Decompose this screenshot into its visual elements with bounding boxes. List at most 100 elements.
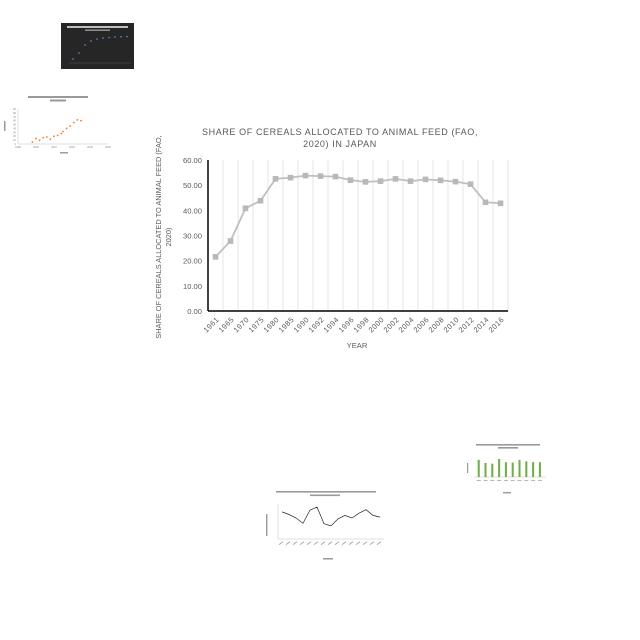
x-tick-label: 1961 [202, 315, 221, 334]
line-chart-x-tick [376, 541, 382, 545]
y-tick-label: 60.00 [183, 156, 202, 165]
scatter-y-tick: 40 [13, 126, 16, 130]
bar [518, 459, 521, 477]
thumbnail-dark-chart [61, 23, 134, 69]
line-chart-y-label [266, 514, 268, 536]
scatter-x-tick: 2020 [69, 145, 75, 149]
bar [504, 462, 507, 477]
dark-chart-title [67, 26, 128, 28]
scatter-y-tick: 30 [13, 130, 16, 134]
bar-category-tick [490, 480, 495, 481]
bar [498, 459, 501, 477]
y-tick-labels: 60.00 50.00 40.00 30.00 20.00 10.00 0.00 [183, 156, 202, 316]
data-point-marker [227, 238, 234, 244]
line-chart-series [281, 506, 381, 527]
line-chart-x-tick [362, 541, 368, 545]
x-tick-label: 2010 [442, 315, 461, 334]
line-chart-x-tick [278, 541, 284, 545]
scatter-point [35, 137, 37, 140]
dark-chart-point [78, 52, 80, 54]
dark-chart-point [120, 36, 122, 38]
y-tick-label: 40.00 [183, 206, 202, 215]
x-tick-label: 2004 [397, 315, 416, 334]
vertical-gridlines [222, 160, 509, 311]
line-chart-title-line2 [310, 494, 340, 497]
line-chart-x-ticks [278, 541, 382, 545]
x-tick-label: 2014 [472, 315, 491, 334]
scatter-y-tick: 0 [15, 142, 17, 146]
data-point-marker [212, 254, 219, 260]
y-axis-label-line2: 2020) [164, 228, 173, 247]
dark-chart-point [96, 38, 98, 40]
scatter-y-tick: 60 [13, 119, 16, 123]
data-point-marker [422, 176, 429, 183]
line-chart-x-tick [285, 541, 291, 545]
line-chart-x-tick [369, 541, 375, 545]
x-tick-label: 1998 [352, 315, 371, 334]
y-tick-label: 0.00 [187, 307, 202, 316]
scatter-point [45, 136, 48, 138]
scatter-title-line2 [50, 99, 66, 102]
data-point-marker [377, 178, 384, 184]
bar [491, 463, 494, 477]
x-tick-labels: 1961196519701975198019851990199219941996… [202, 315, 506, 334]
line-chart-x-tick [313, 541, 319, 545]
bar [525, 461, 528, 477]
scatter-x-tick: 2000 [33, 145, 39, 149]
dark-chart-point [84, 44, 86, 46]
data-point-marker [332, 173, 339, 180]
bar-chart-title-line1 [476, 444, 540, 446]
line-chart-x-tick [355, 541, 361, 545]
x-tick-label: 2008 [427, 315, 446, 334]
line-chart-x-tick [292, 541, 298, 545]
bar-category-tick [497, 480, 502, 481]
line-chart-x-tick [327, 541, 333, 545]
dark-chart-point [102, 37, 104, 39]
scatter-series [31, 118, 82, 143]
data-point-marker [482, 199, 489, 206]
bar-series [476, 459, 542, 481]
line-chart-x-tick [341, 541, 347, 545]
chart-title-line1: SHARE OF CEREALS ALLOCATED TO ANIMAL FEE… [202, 127, 478, 137]
data-point-marker [392, 176, 399, 182]
line-chart-x-tick [306, 541, 312, 545]
scatter-point [65, 127, 68, 130]
thumbnail-line-chart [266, 491, 384, 560]
bar [538, 462, 541, 477]
data-point-marker [287, 174, 294, 181]
scatter-point [69, 125, 72, 128]
bar-category-tick [503, 480, 508, 481]
bar [484, 462, 487, 477]
scatter-x-tick: 2040 [105, 145, 111, 149]
x-tick-label: 1990 [292, 315, 311, 334]
scatter-x-tick: 2030 [87, 145, 93, 149]
data-point-marker [467, 181, 474, 187]
bar [477, 459, 480, 477]
scatter-point [42, 136, 45, 139]
bar [511, 462, 514, 477]
x-tick-label: 1970 [232, 315, 251, 334]
y-tick-label: 10.00 [183, 282, 202, 291]
dark-chart-point [90, 40, 92, 42]
x-tick-label: 2000 [367, 315, 386, 334]
data-point-marker [257, 197, 264, 204]
bar-chart-x-label [503, 492, 511, 494]
dark-chart-point [126, 35, 128, 38]
x-tick-label: 1994 [322, 315, 341, 334]
scatter-point [62, 130, 64, 133]
scatter-point [60, 132, 63, 135]
bar [532, 462, 535, 477]
y-tick-label: 30.00 [183, 232, 202, 241]
line-chart-title-line1 [276, 491, 376, 493]
y-tick-label: 20.00 [183, 257, 202, 266]
line-chart-x-tick [334, 541, 340, 545]
x-tick-label: 2002 [382, 315, 401, 334]
scatter-x-label [60, 152, 68, 154]
thumbnail-bar-chart [467, 444, 546, 494]
line-chart-x-label [323, 558, 333, 560]
dark-chart-point [114, 36, 116, 38]
data-point-marker [407, 178, 414, 184]
scatter-point [38, 139, 41, 142]
main-line-chart: SHARE OF CEREALS ALLOCATED TO ANIMAL FEE… [154, 127, 509, 350]
scatter-y-tick: 10 [13, 138, 16, 142]
